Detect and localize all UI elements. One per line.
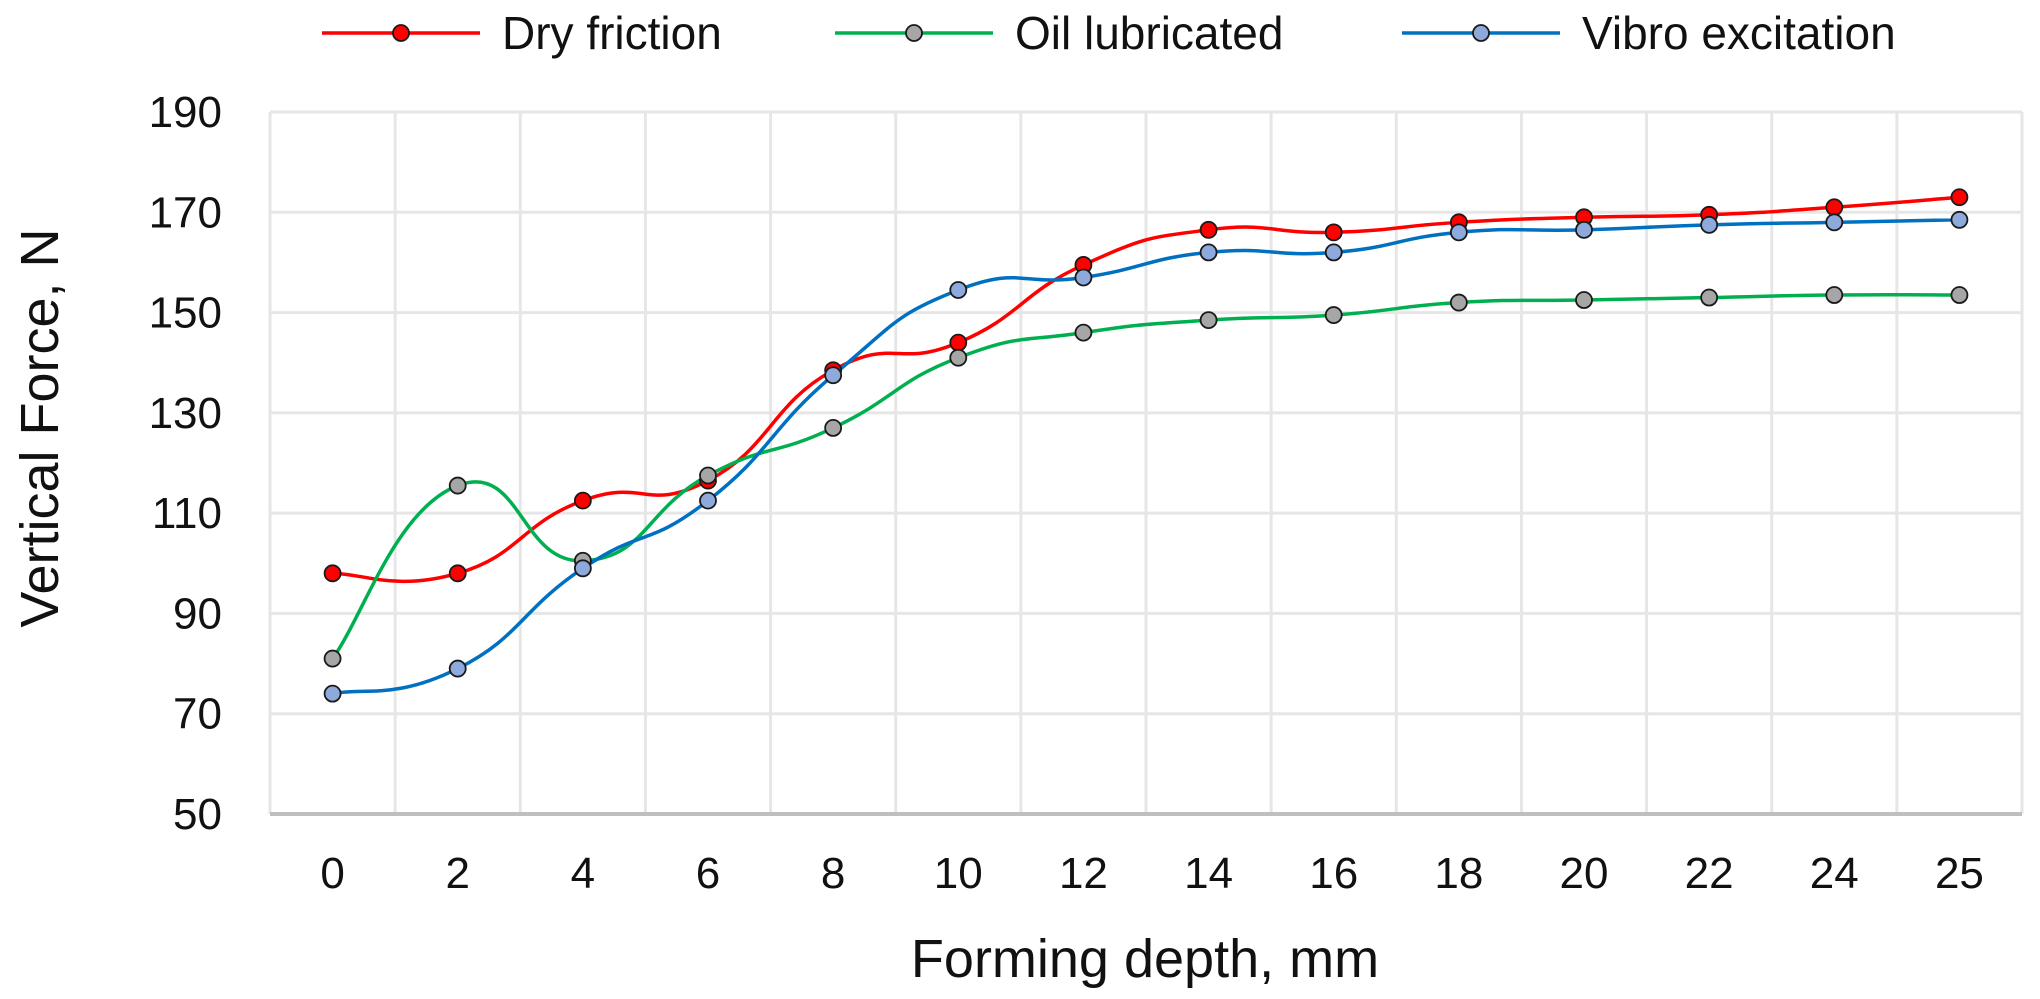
y-tick-label: 50	[173, 790, 222, 839]
data-point-oil-lubricated	[1825, 286, 1844, 304]
data-point-vibro-excitation	[1324, 243, 1343, 262]
x-tick-label: 0	[320, 849, 344, 898]
data-point-oil-lubricated	[1074, 323, 1093, 342]
legend-item-vibro-excitation: Vibro excitation	[1402, 7, 1896, 59]
data-point-vibro-excitation	[1199, 243, 1218, 262]
legend-swatch-marker	[1472, 24, 1490, 42]
data-point-vibro-excitation	[1449, 223, 1468, 242]
y-tick-label: 170	[149, 188, 222, 237]
x-axis-title: Forming depth, mm	[911, 929, 1379, 989]
x-tick-label: 25	[1935, 849, 1984, 898]
y-tick-label: 190	[149, 88, 222, 137]
x-tick-label: 18	[1434, 849, 1483, 898]
data-point-oil-lubricated	[1700, 288, 1719, 307]
data-point-dry-friction	[949, 333, 968, 352]
data-point-dry-friction	[1950, 188, 1969, 207]
x-tick-label: 4	[571, 849, 595, 898]
series-markers	[323, 188, 1969, 703]
x-tick-label: 24	[1810, 849, 1859, 898]
data-point-dry-friction	[323, 564, 342, 583]
gridlines	[268, 110, 2024, 814]
data-point-dry-friction	[1199, 220, 1218, 239]
data-point-oil-lubricated	[1449, 293, 1468, 312]
x-tick-label: 8	[821, 849, 845, 898]
legend-item-oil-lubricated: Oil lubricated	[835, 7, 1283, 59]
data-point-oil-lubricated	[1950, 286, 1969, 304]
data-point-dry-friction	[448, 564, 467, 583]
data-point-oil-lubricated	[1575, 291, 1593, 309]
data-point-oil-lubricated	[323, 649, 342, 668]
y-tick-label: 70	[173, 690, 222, 739]
x-tick-label: 12	[1059, 849, 1108, 898]
data-point-dry-friction	[1324, 223, 1343, 242]
legend-label: Oil lubricated	[1015, 7, 1283, 59]
y-tick-label: 110	[152, 489, 222, 538]
data-point-vibro-excitation	[1700, 215, 1719, 234]
data-point-oil-lubricated	[699, 466, 717, 485]
data-point-vibro-excitation	[1825, 213, 1844, 232]
legend-label: Dry friction	[502, 7, 722, 59]
y-tick-label: 130	[149, 389, 222, 438]
y-axis-title: Vertical Force, N	[10, 228, 70, 627]
y-tick-label: 90	[173, 589, 222, 638]
legend-item-dry-friction: Dry friction	[322, 7, 722, 59]
data-point-oil-lubricated	[448, 476, 467, 495]
data-point-oil-lubricated	[949, 348, 968, 367]
data-point-vibro-excitation	[1950, 210, 1969, 229]
data-point-vibro-excitation	[1074, 268, 1093, 287]
legend-swatch-marker	[392, 24, 410, 42]
y-tick-label: 150	[149, 289, 222, 338]
data-point-oil-lubricated	[1324, 306, 1343, 324]
data-point-vibro-excitation	[949, 281, 968, 299]
data-point-dry-friction	[1825, 198, 1844, 217]
x-tick-label: 14	[1184, 849, 1233, 898]
x-tick-label: 22	[1685, 849, 1734, 898]
data-point-vibro-excitation	[1575, 220, 1593, 239]
legend-swatch-marker	[905, 24, 923, 42]
x-tick-label: 20	[1560, 849, 1609, 898]
x-tick-label: 2	[445, 849, 469, 898]
data-point-vibro-excitation	[699, 491, 717, 510]
x-tick-label: 10	[934, 849, 983, 898]
series-line-dry-friction	[332, 195, 1960, 584]
data-point-vibro-excitation	[448, 659, 467, 678]
data-point-vibro-excitation	[824, 366, 843, 385]
legend: Dry friction Oil lubricated Vibro excitati…	[322, 7, 1896, 59]
data-point-oil-lubricated	[824, 418, 843, 437]
data-point-oil-lubricated	[1199, 311, 1218, 329]
legend-label: Vibro excitation	[1582, 7, 1896, 59]
x-tick-label: 16	[1309, 849, 1358, 898]
data-point-vibro-excitation	[573, 559, 592, 578]
data-point-dry-friction	[573, 491, 592, 510]
x-tick-label: 6	[696, 849, 720, 898]
data-point-vibro-excitation	[323, 684, 342, 703]
